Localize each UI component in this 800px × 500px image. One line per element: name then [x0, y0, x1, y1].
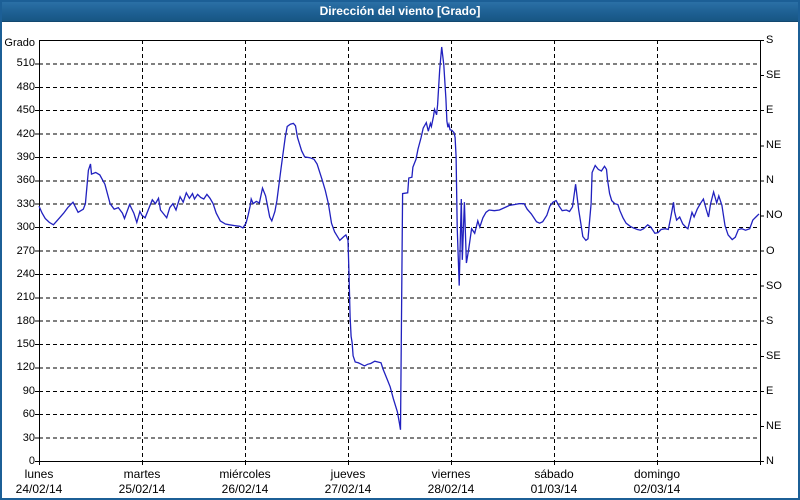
x-date-label: 26/02/14 — [221, 482, 269, 496]
y-left-tick-label: 330 — [16, 197, 35, 210]
y-right-tick-label: S — [766, 34, 774, 46]
y-left-tick-label: 0 — [28, 455, 35, 467]
y-right-tick-label: N — [766, 455, 774, 467]
x-day-label: martes — [123, 467, 161, 481]
x-date-label: 24/02/14 — [15, 482, 63, 496]
series-line-dirección-del-viento — [38, 46, 760, 430]
y-left-tick-label: 120 — [16, 361, 35, 374]
y-right-tick-label: SE — [766, 69, 781, 82]
y-right-tick-label: O — [766, 244, 775, 257]
plot-frame — [39, 40, 761, 462]
y-left-tick-label: 270 — [16, 244, 35, 257]
y-left-tick-label: 420 — [16, 127, 35, 140]
y-left-tick-label: 90 — [22, 384, 35, 397]
y-right-tick-label: E — [766, 104, 774, 117]
y-left-tick-label: 450 — [16, 104, 35, 117]
x-day-label: lunes — [24, 467, 54, 481]
y-right-tick-label: NE — [766, 419, 782, 432]
x-day-label: miércoles — [219, 467, 271, 481]
y-right-tick-label: SO — [766, 279, 782, 292]
y-left-tick-label: 210 — [16, 291, 35, 304]
x-day-label: jueves — [330, 467, 366, 481]
y-left-tick-label: 30 — [22, 431, 35, 444]
window-title: Dirección del viento [Grado] — [2, 2, 798, 22]
x-date-label: 02/03/14 — [633, 482, 681, 496]
y-left-tick-label: 360 — [16, 174, 35, 187]
x-date-label: 28/02/14 — [427, 482, 475, 496]
y-right-tick-label: SE — [766, 349, 781, 362]
y-left-tick-label: 60 — [22, 408, 35, 421]
y-right-tick-label: E — [766, 384, 774, 397]
y-left-tick-label: 180 — [16, 314, 35, 327]
y-right-tick-label: NE — [766, 139, 782, 152]
y-right-tick-label: N — [766, 174, 774, 187]
x-day-label: viernes — [431, 467, 471, 481]
y-right-tick-label: S — [766, 314, 774, 327]
x-day-label: sábado — [534, 467, 574, 481]
y-left-tick-label: 300 — [16, 221, 35, 234]
y-left-tick-label: 240 — [16, 267, 35, 280]
y-axis-unit-label: Grado — [4, 37, 35, 49]
y-right-tick-label: NO — [766, 209, 783, 222]
x-date-label: 01/03/14 — [530, 482, 578, 496]
x-day-label: domingo — [633, 467, 681, 481]
y-left-tick-label: 510 — [16, 57, 35, 70]
y-left-tick-label: 480 — [16, 80, 35, 93]
y-left-tick-label: 150 — [16, 338, 35, 351]
x-date-label: 27/02/14 — [324, 482, 372, 496]
y-left-tick-label: 390 — [16, 150, 35, 163]
x-date-label: 25/02/14 — [118, 482, 166, 496]
wind-direction-plot — [35, 40, 764, 465]
chart-area: Grado 0 30 60 90 120 150 180 210 240 270 300 330 360… — [2, 22, 798, 497]
